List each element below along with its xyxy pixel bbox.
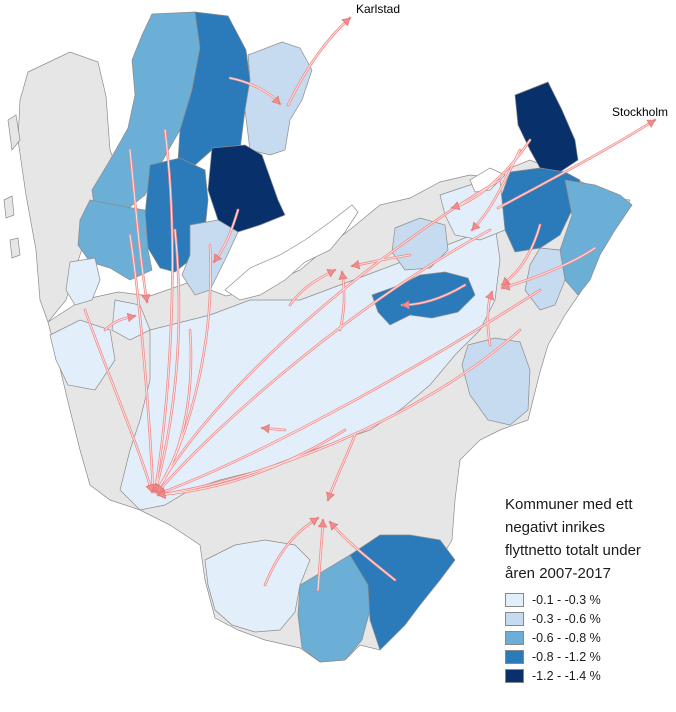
legend-label: -0.1 - -0.3 % xyxy=(532,592,601,607)
flow-arrows xyxy=(83,16,657,592)
lake-vanern xyxy=(224,204,359,301)
city-label-stockholm: Stockholm xyxy=(612,105,669,119)
flow-arrowhead xyxy=(126,312,136,323)
flow-arrow-highlight xyxy=(451,139,531,209)
legend-item: -0.3 - -0.6 % xyxy=(505,610,675,627)
legend-swatch xyxy=(505,668,524,683)
flow-arrowhead xyxy=(451,201,461,211)
legend-label: -0.3 - -0.6 % xyxy=(532,611,601,626)
flow-arrowhead xyxy=(157,489,166,500)
flow-arrow-highlight xyxy=(287,17,351,106)
region-central-2 xyxy=(49,319,116,391)
legend-title-line: åren 2007-2017 xyxy=(505,565,611,582)
flow-arrowhead xyxy=(338,271,348,280)
flow-arrowhead xyxy=(485,291,495,301)
legend-swatch xyxy=(505,592,524,607)
flow-arrow-highlight xyxy=(264,517,319,586)
flow-arrow-highlight xyxy=(129,149,148,303)
flow-arrowhead xyxy=(317,519,328,528)
flow-arrowhead xyxy=(261,423,270,434)
flow-arrowhead xyxy=(329,521,339,531)
region-south-2 xyxy=(297,554,371,663)
flow-arrowhead xyxy=(646,119,656,128)
flow-arrow-highlight xyxy=(156,229,491,494)
legend-label: -0.6 - -0.8 % xyxy=(532,630,601,645)
legend-item: -1.2 - -1.4 % xyxy=(505,667,675,684)
flow-arrowhead xyxy=(401,300,410,310)
flow-arrow-highlight xyxy=(154,129,173,493)
legend-item: -0.8 - -1.2 % xyxy=(505,648,675,665)
flow-arrow-highlight xyxy=(155,244,212,493)
flow-arrow-highlight xyxy=(129,234,154,493)
flow-arrow-highlight xyxy=(501,247,596,289)
city-label-karlstad: Karlstad xyxy=(356,2,401,16)
region-ne-1 xyxy=(514,81,579,173)
flow-arrowhead xyxy=(501,281,511,291)
flow-arrowhead xyxy=(141,294,151,303)
legend-rows: -0.1 - -0.3 % -0.3 - -0.6 % -0.6 - -0.8 % -… xyxy=(505,591,675,684)
region-west-2 xyxy=(65,257,101,306)
flow-arrowhead xyxy=(341,17,351,27)
legend-title-line: negativt inrikes xyxy=(505,519,606,536)
flow-arrowhead xyxy=(213,253,223,263)
flow-arrow-highlight xyxy=(84,309,153,493)
legend-title: Kommuner med ett negativt inrikes flyttn… xyxy=(505,493,675,585)
legend-label: -1.2 - -1.4 % xyxy=(532,668,601,683)
flow-arrowhead xyxy=(326,269,336,278)
region-south-1 xyxy=(204,539,311,633)
legend: Kommuner med ett negativt inrikes flyttn… xyxy=(505,493,675,686)
legend-swatch xyxy=(505,649,524,664)
region-ne-3 xyxy=(559,179,633,296)
legend-swatch xyxy=(505,630,524,645)
flow-arrowhead xyxy=(271,95,281,105)
legend-title-line: Kommuner med ett xyxy=(505,496,633,513)
flow-arrowhead xyxy=(145,483,155,493)
legend-swatch xyxy=(505,611,524,626)
flow-arrow-highlight xyxy=(497,119,656,209)
region-north-4 xyxy=(207,144,286,233)
region-mid-2 xyxy=(371,271,476,326)
flow-arrowhead xyxy=(351,259,361,270)
legend-title-line: flyttnetto totalt under xyxy=(505,542,641,559)
flow-arrowhead xyxy=(326,491,335,501)
islands-west xyxy=(3,114,21,259)
flow-arrow-highlight xyxy=(471,149,521,231)
flow-arrow-highlight xyxy=(155,179,501,493)
flow-arrow-highlight xyxy=(157,329,521,496)
flow-arrow-highlight xyxy=(157,429,346,496)
flow-arrowhead xyxy=(471,221,481,231)
legend-item: -0.6 - -0.8 % xyxy=(505,629,675,646)
flow-arrow-highlight xyxy=(154,229,180,493)
legend-label: -0.8 - -1.2 % xyxy=(532,649,601,664)
flow-arrow-highlight xyxy=(157,289,541,495)
flow-arrowhead xyxy=(309,517,319,526)
legend-item: -0.1 - -0.3 % xyxy=(505,591,675,608)
